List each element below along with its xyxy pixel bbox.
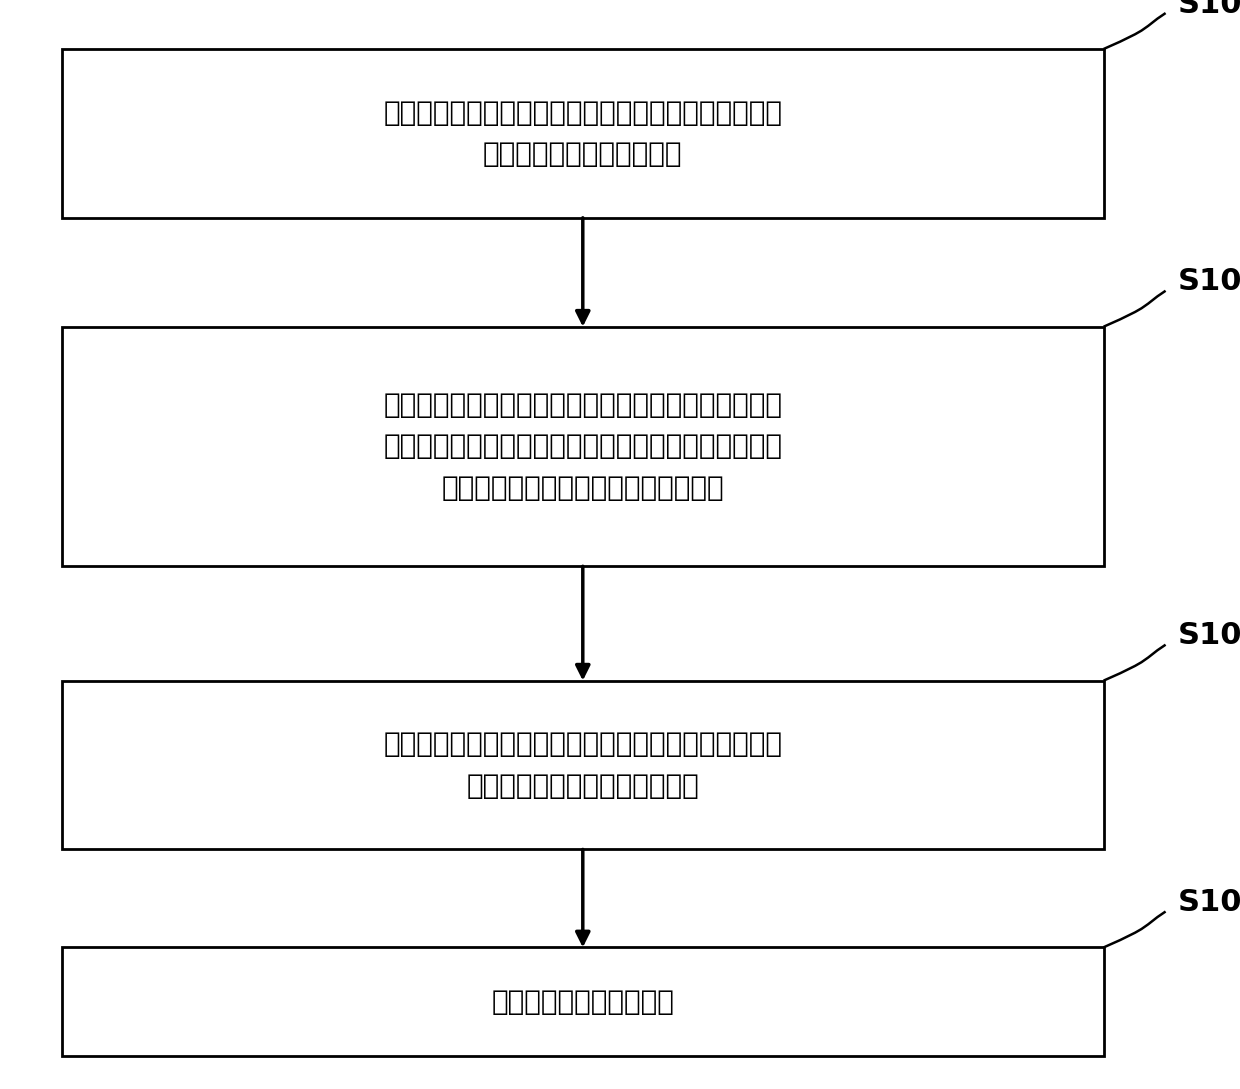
Text: S102: S102 xyxy=(1178,0,1240,19)
Text: 维持信号，以使发动机的转速下降到特定转速值时，支: 维持信号，以使发动机的转速下降到特定转速值时，支 xyxy=(383,432,782,461)
FancyBboxPatch shape xyxy=(62,947,1104,1056)
Text: 如果是，触发发动机启动: 如果是，触发发动机启动 xyxy=(491,988,675,1016)
Text: S104: S104 xyxy=(1178,267,1240,296)
Text: 在发动机的转速维持在特定转速值的时间阈值内，监测: 在发动机的转速维持在特定转速值的时间阈值内，监测 xyxy=(383,731,782,758)
FancyBboxPatch shape xyxy=(62,681,1104,849)
Text: 当正常运行状态下的发动机满足停机条件时，判断当前: 当正常运行状态下的发动机满足停机条件时，判断当前 xyxy=(383,99,782,126)
Text: 当前车辆是否满足请求启动条件: 当前车辆是否满足请求启动条件 xyxy=(466,772,699,799)
Text: 如果是，触发发动机断油，以及，向电机系统发送转速: 如果是，触发发动机断油，以及，向电机系统发送转速 xyxy=(383,391,782,419)
FancyBboxPatch shape xyxy=(62,327,1104,566)
Text: S108: S108 xyxy=(1178,888,1240,917)
FancyBboxPatch shape xyxy=(62,49,1104,218)
Text: 撑发动机的转速维持在所述特定转速值: 撑发动机的转速维持在所述特定转速值 xyxy=(441,474,724,502)
Text: S106: S106 xyxy=(1178,621,1240,650)
Text: 车辆是否满足快速启动条件: 车辆是否满足快速启动条件 xyxy=(484,140,682,168)
